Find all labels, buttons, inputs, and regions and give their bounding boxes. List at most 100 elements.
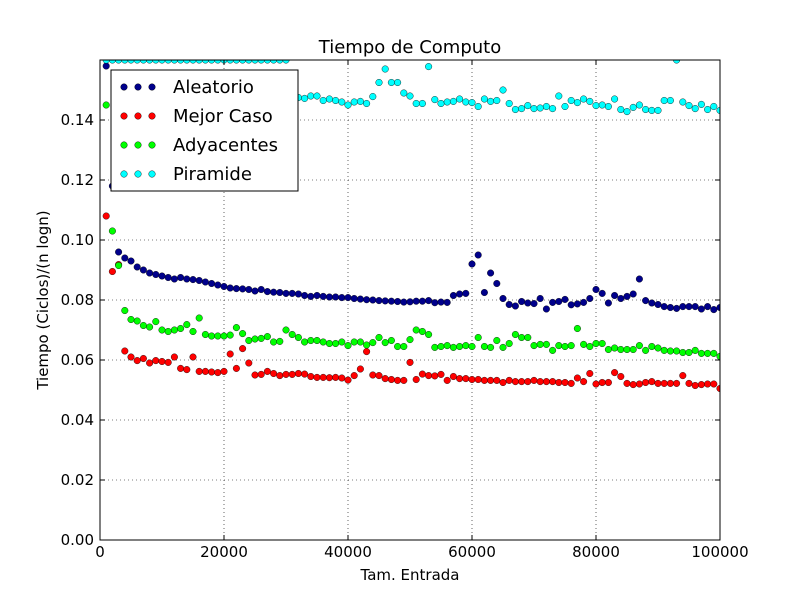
data-point (567, 342, 575, 350)
data-point (573, 300, 581, 308)
data-point (307, 337, 315, 345)
data-point (338, 338, 346, 346)
data-point (505, 340, 513, 348)
data-point (716, 106, 720, 114)
data-point (201, 367, 209, 375)
data-point (654, 344, 662, 352)
data-point (468, 376, 476, 384)
data-point (536, 340, 544, 348)
data-point (635, 101, 643, 109)
data-point (456, 95, 464, 103)
data-point (449, 97, 457, 105)
data-point (617, 105, 625, 113)
data-point (499, 379, 507, 387)
data-point (474, 334, 482, 342)
data-point (710, 349, 718, 357)
data-point (697, 305, 705, 313)
data-point (214, 369, 222, 377)
data-point (456, 290, 464, 298)
data-point (245, 359, 253, 367)
data-point (462, 375, 470, 383)
data-point (623, 292, 631, 300)
data-point (394, 343, 402, 351)
x-tick-label: 100000 (691, 543, 748, 561)
data-point (220, 283, 228, 291)
data-point (536, 104, 544, 112)
data-point (536, 295, 544, 303)
legend-marker (134, 83, 142, 91)
data-point (604, 346, 612, 354)
data-point (555, 379, 563, 387)
data-point (363, 341, 371, 349)
data-point (425, 372, 433, 380)
data-point (127, 353, 135, 361)
data-point (456, 343, 464, 351)
legend-item: Adyacentes (120, 135, 278, 156)
data-point (270, 338, 278, 346)
data-point (604, 102, 612, 110)
data-point (387, 78, 395, 86)
data-point (691, 105, 699, 113)
data-point (561, 343, 569, 351)
data-point (623, 379, 631, 387)
y-tick-label: 0.10 (61, 231, 94, 249)
data-point (487, 269, 495, 277)
data-point (697, 100, 705, 108)
data-point (629, 103, 637, 111)
chart-title: Tiempo de Computo (318, 37, 501, 58)
data-point (505, 99, 513, 107)
data-point (381, 375, 389, 383)
data-point (449, 292, 457, 300)
data-point (301, 94, 309, 102)
data-point (400, 376, 408, 384)
data-point (257, 286, 265, 294)
data-point (369, 339, 377, 347)
data-point (152, 357, 160, 365)
legend-marker (120, 83, 128, 91)
data-point (146, 269, 154, 277)
data-point (635, 342, 643, 350)
data-point (617, 373, 625, 381)
data-point (586, 370, 594, 378)
y-tick-label: 0.08 (61, 291, 94, 309)
data-point (654, 106, 662, 114)
data-point (375, 78, 383, 86)
data-point (363, 348, 371, 356)
data-point (220, 367, 228, 375)
data-point (356, 97, 364, 105)
data-point (468, 260, 476, 268)
data-point (697, 381, 705, 389)
data-point (580, 340, 588, 348)
data-point (567, 96, 575, 104)
y-tick-label: 0.00 (61, 531, 94, 549)
data-point (462, 342, 470, 350)
data-point (263, 367, 271, 375)
legend-item: Piramide (120, 164, 252, 185)
data-point (344, 101, 352, 109)
data-point (592, 102, 600, 110)
data-point (344, 342, 352, 350)
data-point (332, 340, 340, 348)
data-point (270, 288, 278, 296)
legend-marker (148, 141, 156, 149)
data-point (530, 376, 538, 384)
data-points (102, 60, 720, 392)
data-point (679, 372, 687, 380)
data-point (480, 343, 488, 351)
data-point (350, 295, 358, 303)
data-point (251, 287, 259, 295)
data-point (679, 349, 687, 357)
series-piramide (102, 60, 720, 116)
data-point (133, 317, 141, 325)
data-point (344, 294, 352, 302)
data-point (313, 92, 321, 100)
data-point (338, 98, 346, 106)
data-point (666, 304, 674, 312)
data-point (431, 299, 439, 307)
legend-item: Mejor Caso (120, 106, 273, 127)
data-point (344, 376, 352, 384)
data-point (462, 289, 470, 297)
y-tick-label: 0.06 (61, 351, 94, 369)
data-point (288, 289, 296, 297)
y-axis-label: Tiempo (Ciclos)/(n logn) (34, 210, 52, 390)
